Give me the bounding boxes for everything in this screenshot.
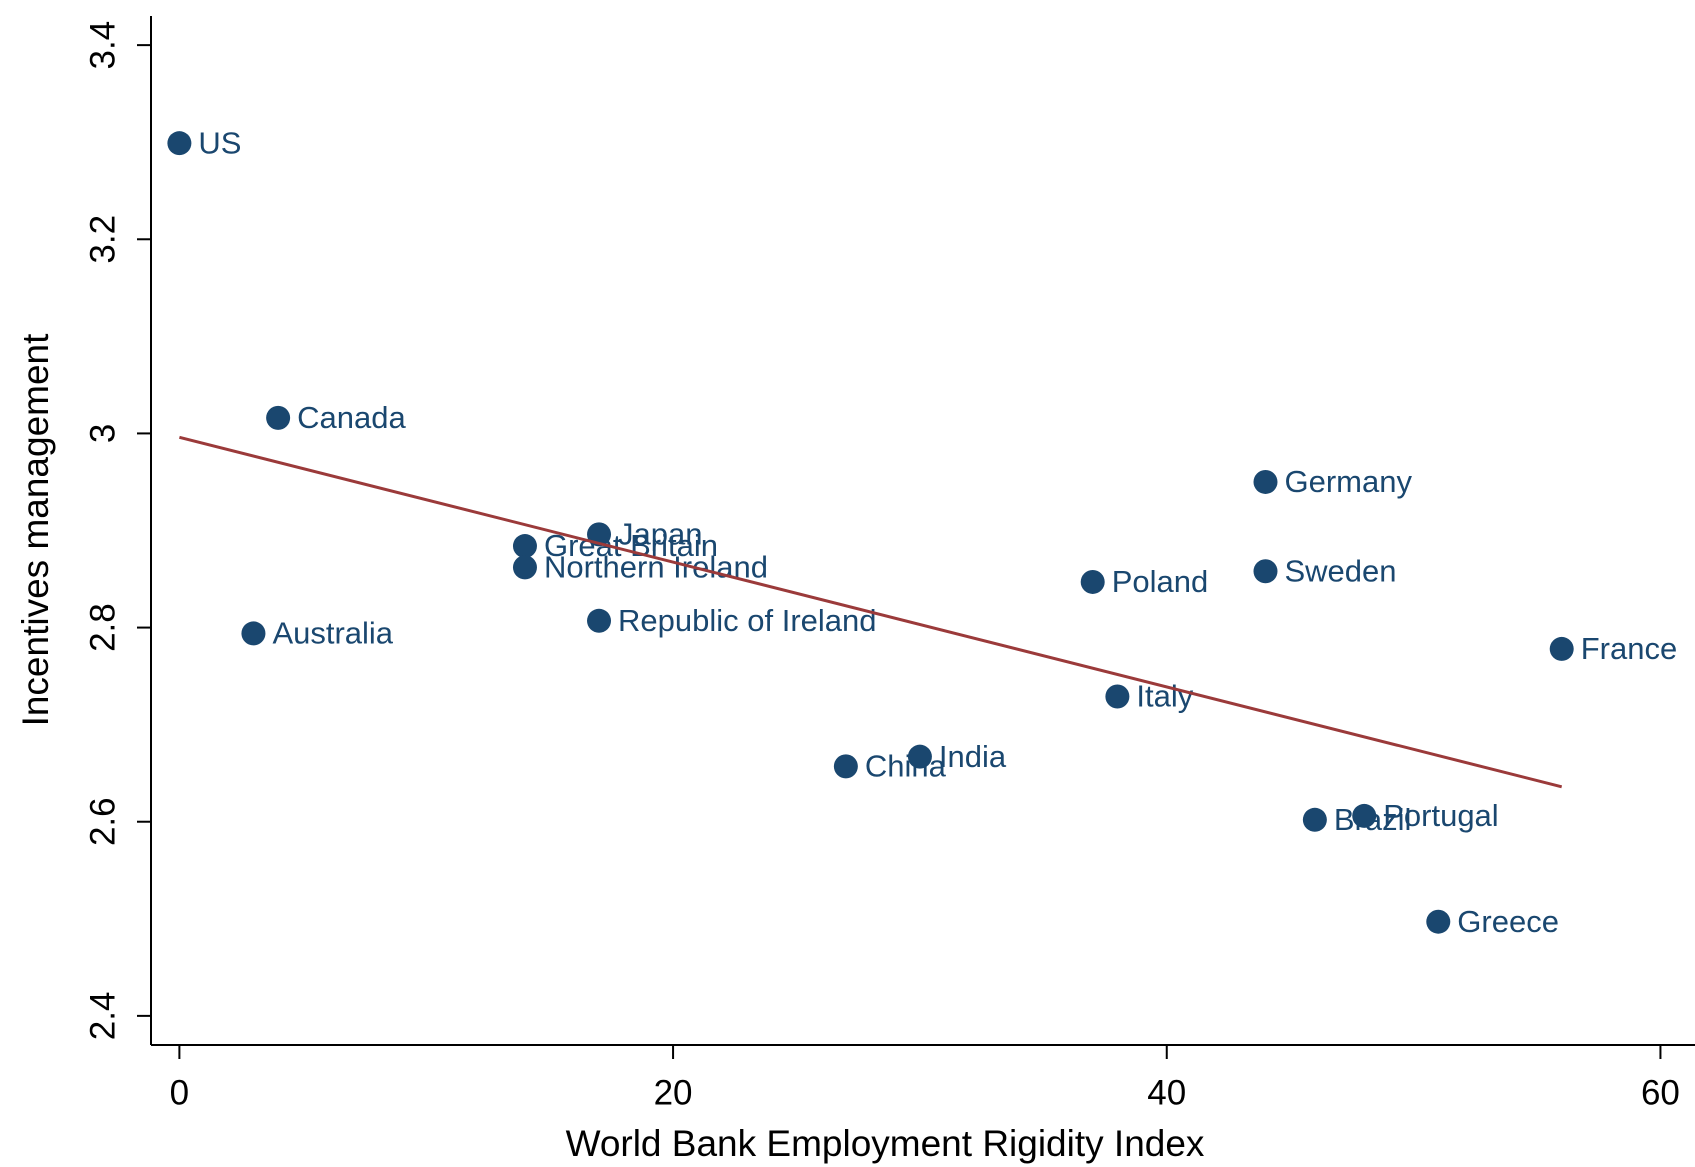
point — [1352, 803, 1377, 828]
y-tick-label: 2.6 — [83, 797, 122, 846]
point — [512, 534, 537, 559]
point — [587, 608, 612, 633]
x-axis-title: World Bank Employment Rigidity Index — [566, 1123, 1205, 1164]
x-tick-label: 60 — [1641, 1073, 1680, 1112]
point-label: Greece — [1457, 904, 1559, 939]
point-label: Poland — [1112, 564, 1209, 599]
fit-line — [179, 435, 1563, 789]
point — [1105, 684, 1130, 709]
point-label: Northern Ireland — [544, 550, 768, 585]
x-tick-label: 0 — [170, 1073, 189, 1112]
y-tick-label: 2.4 — [83, 992, 122, 1041]
point — [167, 131, 192, 156]
point — [1253, 559, 1278, 584]
point — [1302, 807, 1327, 832]
y-tick-label: 2.8 — [83, 603, 122, 652]
y-axis-title: Incentives management — [15, 333, 56, 727]
y-tick-label: 3.4 — [83, 21, 122, 70]
y-tick-label: 3 — [83, 424, 122, 443]
point — [512, 555, 537, 580]
point — [907, 744, 932, 769]
point — [241, 621, 266, 646]
point — [1549, 636, 1574, 661]
point — [1426, 909, 1451, 934]
point-label: Australia — [272, 616, 393, 651]
x-tick-label: 40 — [1147, 1073, 1186, 1112]
x-tick-label: 20 — [654, 1073, 693, 1112]
point-label: Japan — [618, 517, 702, 552]
point — [1080, 569, 1105, 594]
point-label: Canada — [297, 400, 406, 435]
point-label: US — [198, 125, 241, 160]
y-tick-label: 3.2 — [83, 215, 122, 264]
point-label: Germany — [1284, 464, 1412, 499]
point — [266, 405, 291, 430]
point-label: Portugal — [1383, 798, 1498, 833]
point — [1253, 469, 1278, 494]
point-label: China — [865, 749, 947, 784]
point-label: Great Britain — [544, 528, 718, 563]
point-label: India — [939, 739, 1007, 774]
point-label: Sweden — [1284, 553, 1396, 588]
point-label: Italy — [1136, 679, 1193, 714]
point — [833, 754, 858, 779]
point-label: Republic of Ireland — [618, 603, 877, 638]
point-label: France — [1581, 631, 1677, 666]
